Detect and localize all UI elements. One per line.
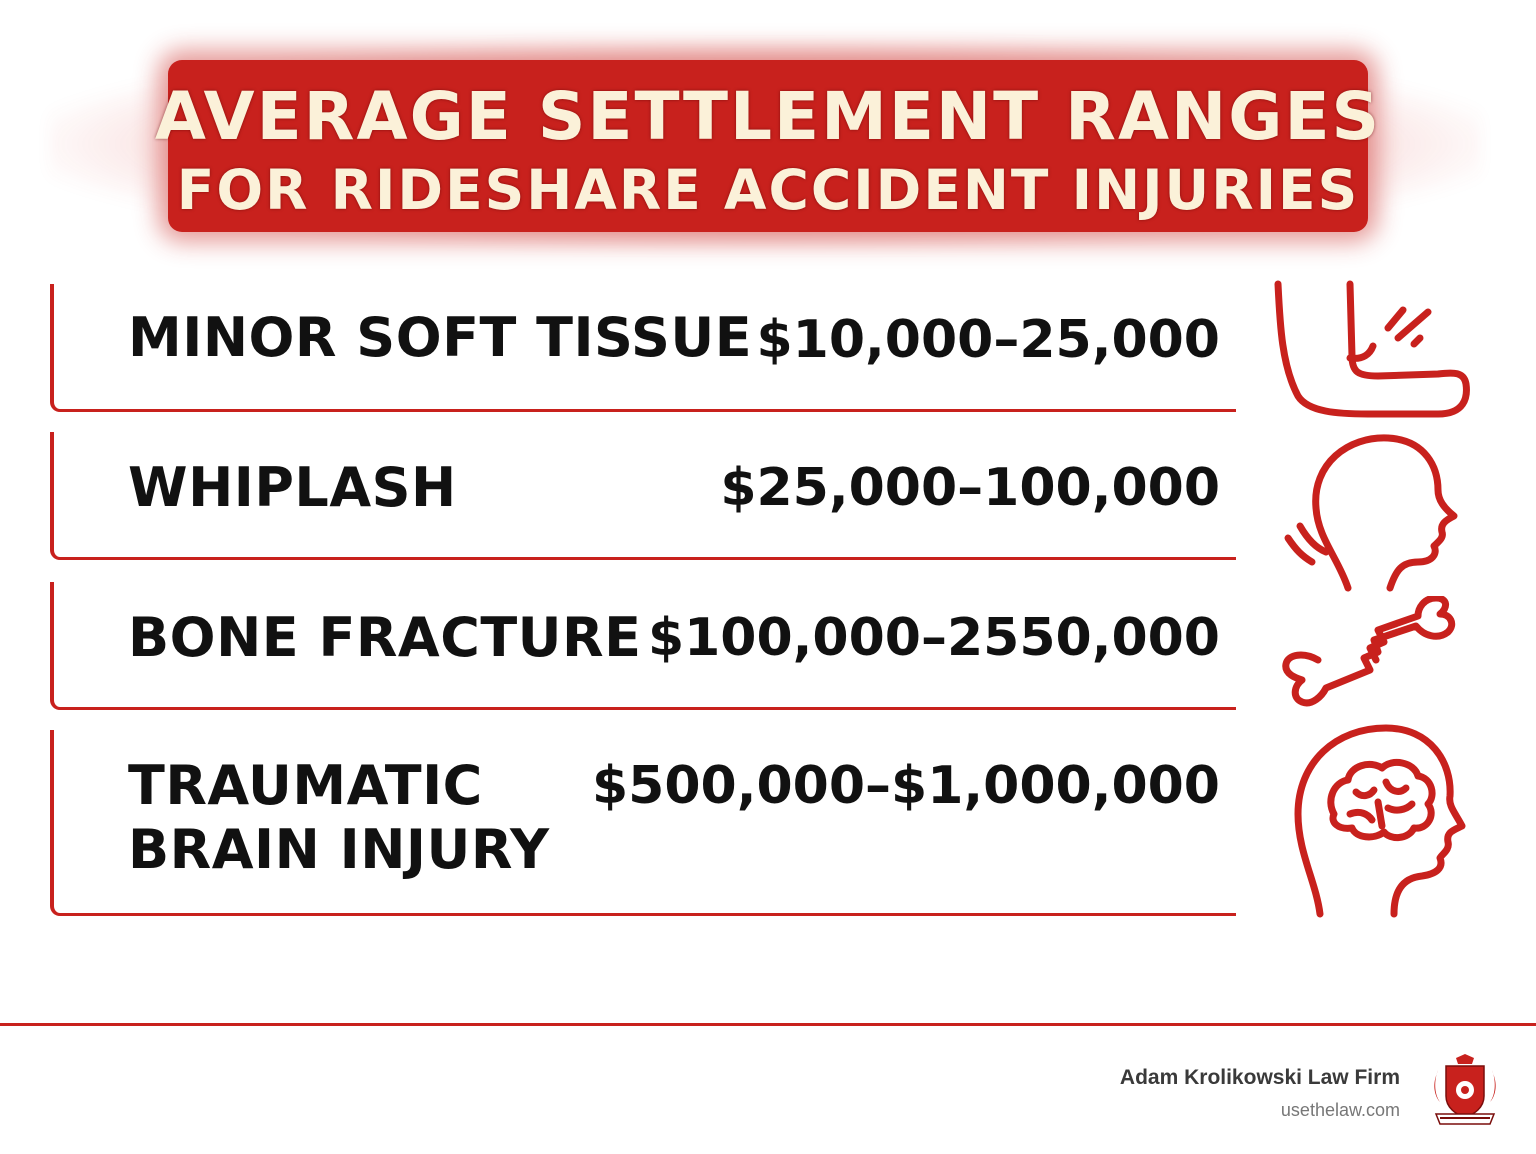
injury-label: BONE FRACTURE [128,606,642,669]
coat-of-arms-logo [1430,1052,1500,1136]
settlement-range: $100,000–2550,000 [647,608,1220,668]
settlement-row-bone-fracture: BONE FRACTURE $100,000–2550,000 [50,582,1236,710]
broken-bone-icon [1278,596,1468,716]
injury-label: MINOR SOFT TISSUE [128,306,753,369]
settlement-row-traumatic-brain-injury: TRAUMATIC BRAIN INJURY $500,000–$1,000,0… [50,730,1236,916]
firm-url[interactable]: usethelaw.com [1280,1100,1400,1120]
brain-head-icon [1290,722,1480,922]
injury-label: WHIPLASH [128,456,457,519]
injury-label-line-2: BRAIN INJURY [128,818,550,881]
settlement-row-whiplash: WHIPLASH $25,000–100,000 [50,432,1236,560]
settlement-range: $10,000–25,000 [756,310,1220,370]
footer-divider [0,1023,1536,1026]
settlement-row-minor-soft-tissue: MINOR SOFT TISSUE $10,000–25,000 [50,284,1236,412]
title-banner [168,60,1368,232]
firm-name: Adam Krolikowski Law Firm [1119,1066,1400,1089]
injury-label-line-1: TRAUMATIC [128,754,483,817]
head-profile-icon [1278,428,1468,598]
title-line-1: AVERAGE SETTLEMENT RANGES [154,78,1382,155]
title-line-2: FOR RIDESHARE ACCIDENT INJURIES [176,158,1360,222]
elbow-icon [1268,276,1478,426]
settlement-range: $25,000–100,000 [720,458,1220,518]
settlement-range: $500,000–$1,000,000 [592,756,1220,816]
